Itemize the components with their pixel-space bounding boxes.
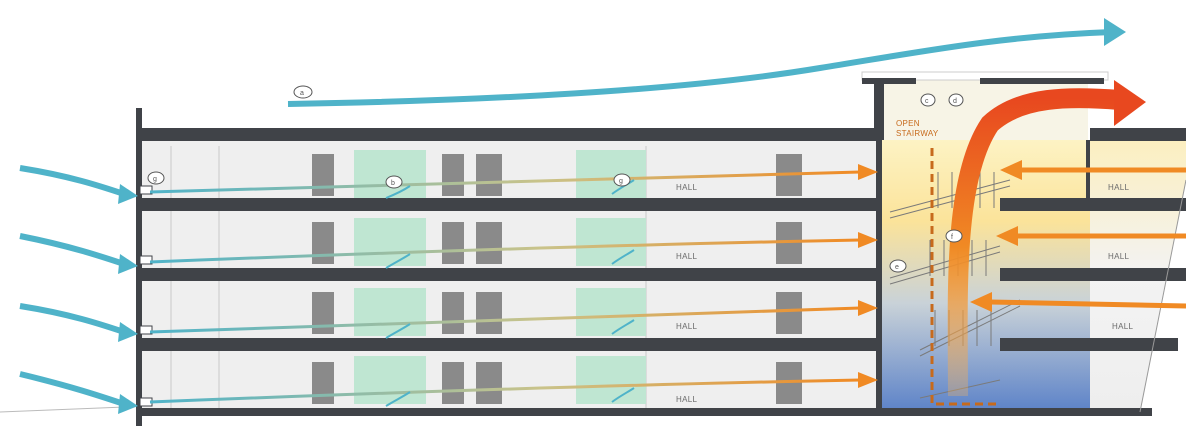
marker-e: e <box>889 259 907 273</box>
hall-label-right-2: HALL <box>1112 322 1133 331</box>
svg-text:g: g <box>153 176 157 183</box>
marker-g-left: g <box>147 171 165 185</box>
svg-text:c: c <box>925 98 929 105</box>
floor-airflow <box>149 170 861 404</box>
hall-label-right-3: HALL <box>1108 252 1129 261</box>
svg-text:g: g <box>619 178 623 185</box>
svg-text:f: f <box>951 234 953 241</box>
marker-a: a <box>293 85 313 99</box>
hall-label-floor-3: HALL <box>676 252 697 261</box>
top-wind-arrow <box>287 29 1113 107</box>
facade-vents <box>139 185 153 407</box>
marker-b: b <box>385 175 403 189</box>
svg-text:b: b <box>391 180 395 187</box>
stairway-label: STAIRWAY <box>896 129 939 138</box>
open-label: OPEN <box>896 119 920 128</box>
floor-slabs <box>142 128 1186 416</box>
right-inflow-heads <box>970 160 1022 312</box>
green-window-bands <box>354 150 646 404</box>
hall-label-floor-4: HALL <box>676 183 697 192</box>
atrium-left-wall <box>876 128 882 416</box>
svg-text:e: e <box>895 264 899 271</box>
penthouse-roof-right <box>980 78 1104 84</box>
incoming-wind-arrowheads <box>118 184 138 414</box>
right-facade <box>1139 179 1186 413</box>
stair-path-dashed <box>930 148 1000 406</box>
penthouse-roof-left <box>862 78 916 84</box>
marker-d: d <box>948 93 964 107</box>
stack-exhaust-flow <box>947 88 1121 397</box>
columns <box>312 154 802 404</box>
left-facade-wall <box>136 108 142 426</box>
floor-airflow-heads <box>858 164 878 388</box>
hall-label-floor-2: HALL <box>676 322 697 331</box>
hall-label-floor-1: HALL <box>676 395 697 404</box>
svg-text:d: d <box>953 98 957 105</box>
stack-exhaust-arrowhead <box>1114 80 1146 126</box>
top-wind-arrowhead <box>1104 18 1126 46</box>
marker-g-mid: g <box>613 173 631 187</box>
penthouse-wall <box>874 80 884 140</box>
hall-label-right-4: HALL <box>1108 183 1129 192</box>
svg-text:a: a <box>300 90 304 97</box>
right-inflow-arrows <box>989 167 1186 309</box>
marker-f: f <box>945 229 963 243</box>
incoming-wind-arrows <box>19 165 125 407</box>
marker-c: c <box>920 93 936 107</box>
